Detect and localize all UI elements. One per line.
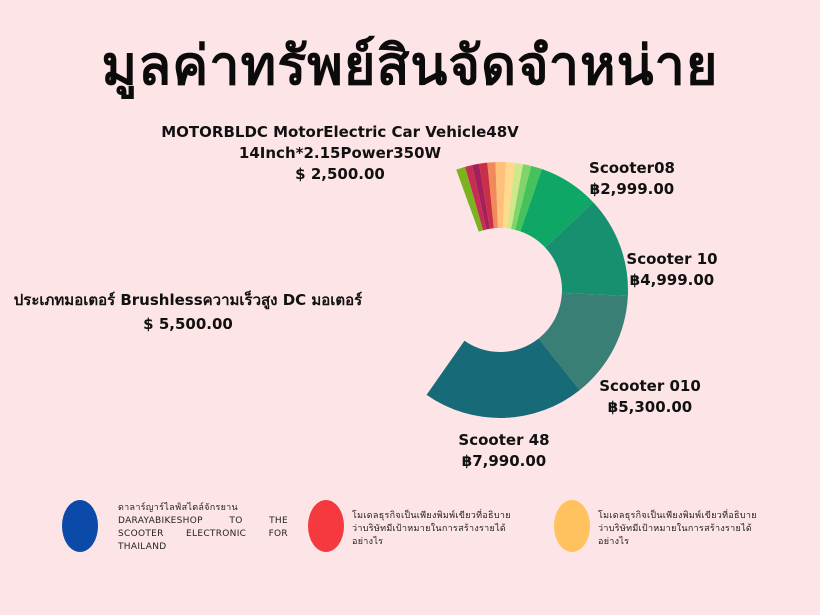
legend-swatch (554, 500, 590, 552)
chart-label: Scooter 010 ฿5,300.00 (590, 376, 710, 418)
chart-label-value: ฿7,990.00 (461, 452, 547, 470)
chart-label: Scooter 48 ฿7,990.00 (444, 430, 564, 472)
chart-label: ประเภทมอเตอร์ Brushlessความเร็วสูง DC มอ… (8, 290, 368, 335)
chart-label-name: ประเภทมอเตอร์ Brushlessความเร็วสูง DC มอ… (13, 291, 363, 309)
pie-slice (479, 162, 494, 229)
page-title: มูลค่าทรัพย์สินจัดจำหน่าย (101, 34, 719, 97)
chart-label-name: Scooter08 (589, 159, 675, 177)
legend-text: โมเดลธุรกิจเป็นเพียงพิมพ์เขียวที่อธิบายว… (352, 511, 511, 547)
legend-text: ดาลาร์ญาร์ไลฟ์สไตล์จักรยาน DARAYABIKESHO… (118, 503, 288, 552)
chart-label-name: Scooter 10 (626, 250, 718, 268)
chart-label: Scooter08 ฿2,999.00 (572, 158, 692, 200)
pie-slice (511, 164, 532, 230)
pie-slice (456, 166, 484, 232)
legend-swatch (308, 500, 344, 552)
pie-slice (538, 292, 628, 391)
chart-label: Scooter 10 ฿4,999.00 (612, 249, 732, 291)
pie-slice (502, 162, 515, 229)
pie-slice (465, 165, 487, 231)
pie-slice (507, 162, 524, 230)
legend-swatch (62, 500, 98, 552)
chart-label-value: $ 5,500.00 (143, 315, 233, 333)
legend-text: โมเดลธุรกิจเป็นเพียงพิมพ์เขียวที่อธิบายว… (598, 511, 757, 547)
pie-slice (495, 162, 506, 229)
chart-label-name: Scooter 010 (599, 377, 701, 395)
chart-label-value: ฿2,999.00 (589, 180, 675, 198)
pie-slice (545, 202, 628, 297)
chart-label-value: ฿4,999.00 (629, 271, 715, 289)
pie-slice (487, 162, 498, 229)
chart-label: MOTORBLDC MotorElectric Car Vehicle48V 1… (70, 122, 610, 185)
chart-label-value: $ 2,500.00 (295, 165, 385, 183)
pie-slice (520, 169, 594, 248)
pie-slice (426, 338, 580, 419)
chart-label-value: ฿5,300.00 (607, 398, 693, 416)
chart-label-name: MOTORBLDC MotorElectric Car Vehicle48V 1… (161, 123, 519, 162)
pie-slice (515, 165, 542, 232)
chart-label-name: Scooter 48 (458, 431, 550, 449)
pie-slice (471, 163, 490, 230)
